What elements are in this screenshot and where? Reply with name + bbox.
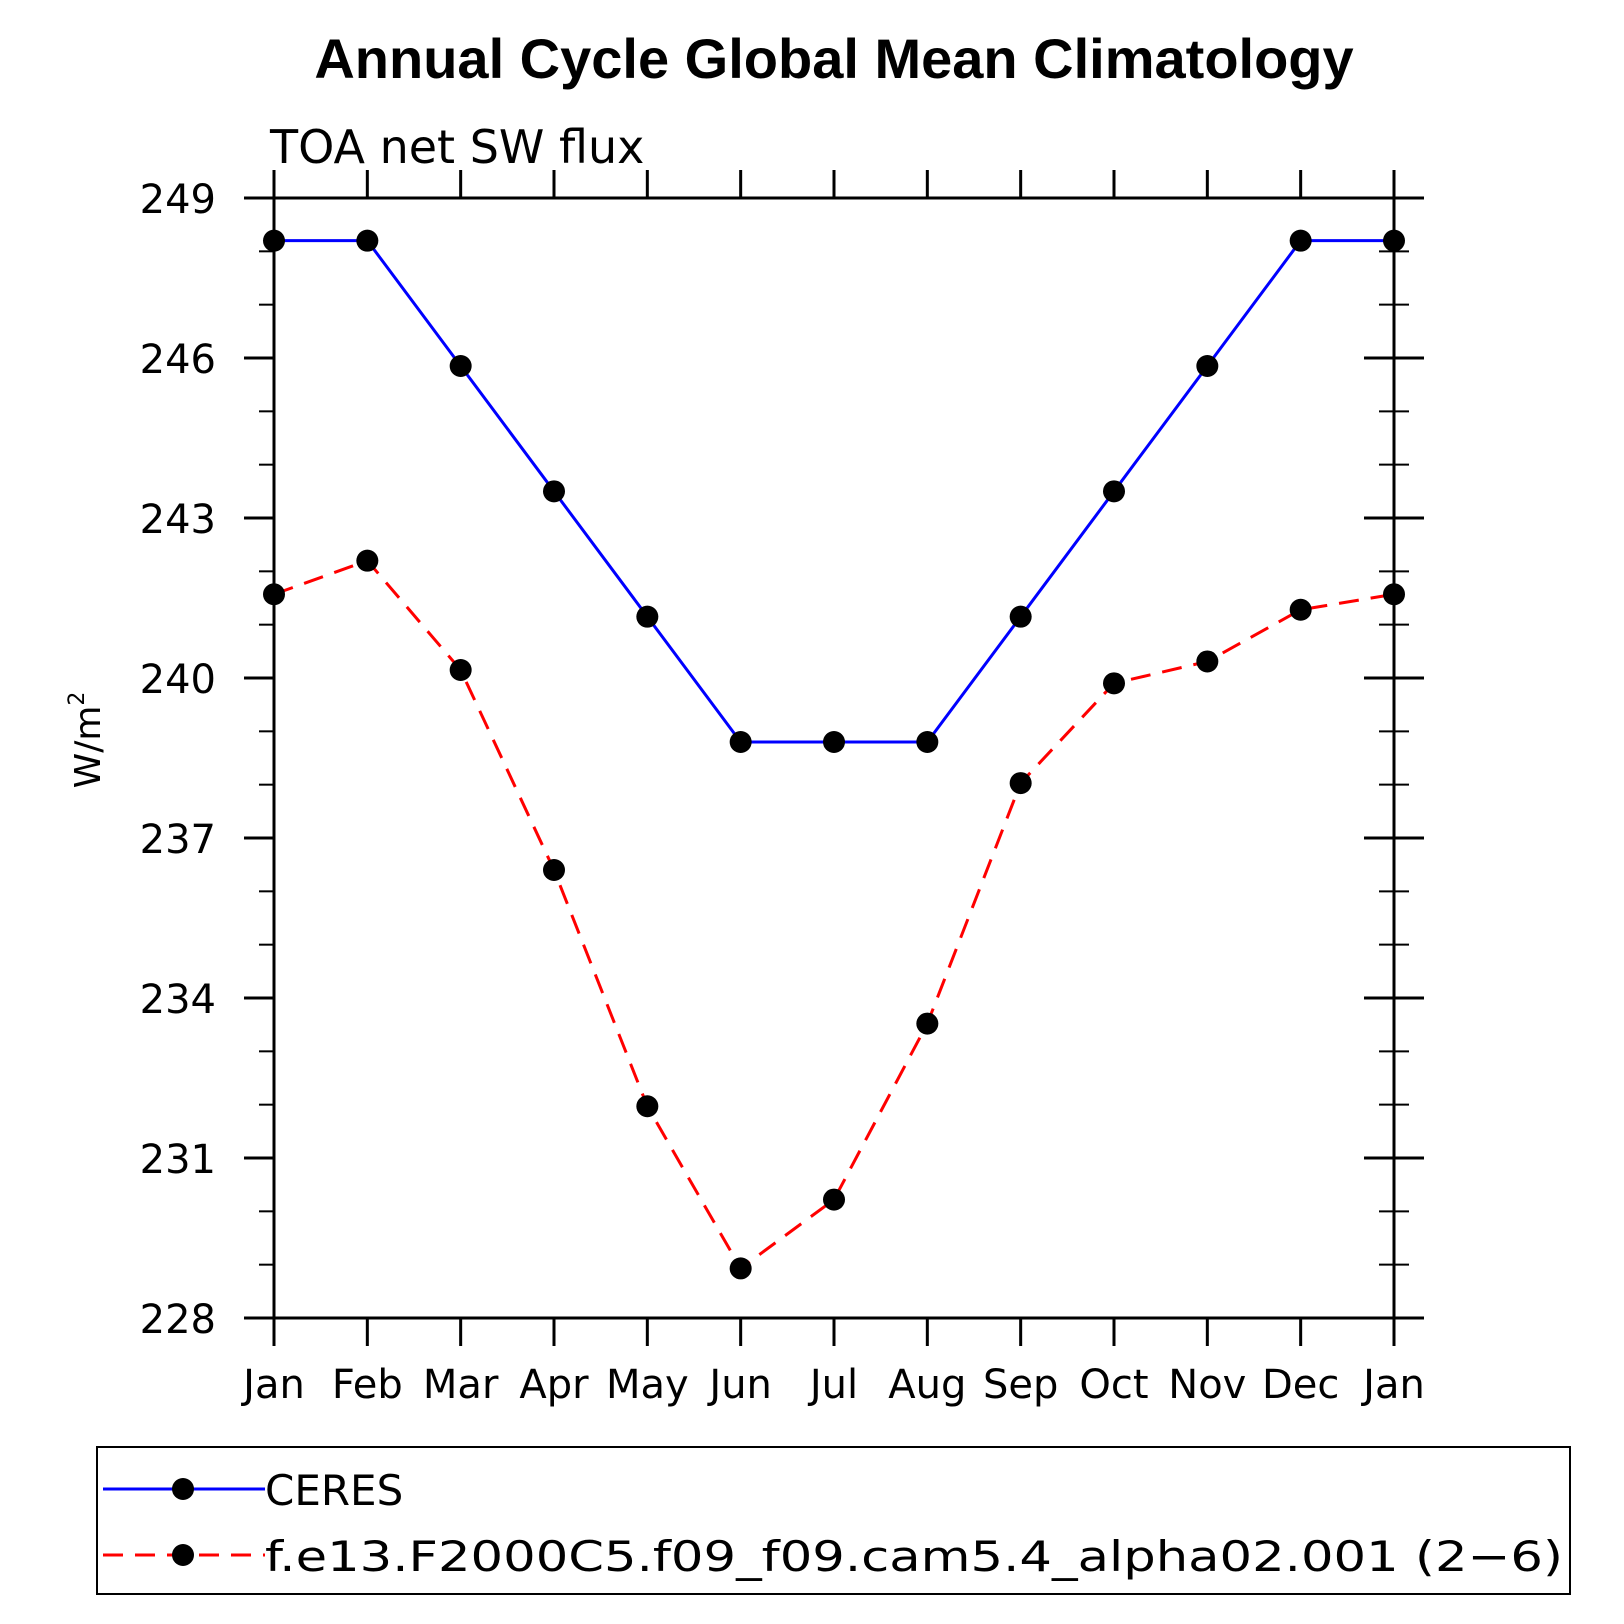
chart-title: Annual Cycle Global Mean Climatology (314, 27, 1353, 90)
y-tick-label: 234 (140, 977, 216, 1023)
series-0-point (1009, 605, 1032, 628)
x-tick-label: Jul (807, 1362, 858, 1408)
y-tick-label: 249 (140, 177, 216, 223)
axis-ticks (244, 170, 1424, 1346)
series-0-point (729, 731, 752, 753)
series-0-point (1196, 355, 1219, 377)
series-1-point (1103, 672, 1125, 695)
series-1-point (823, 1188, 845, 1211)
series-1-point (1196, 650, 1219, 673)
series-0-point (449, 355, 472, 377)
series-0-point (1103, 480, 1125, 503)
plot-series (263, 229, 1405, 1280)
series-0-point (1289, 229, 1312, 252)
y-tick-label: 237 (140, 817, 216, 863)
x-tick-label: Jun (706, 1362, 772, 1408)
y-axis-label-text: W/m (68, 706, 109, 789)
plot-frame (272, 196, 1396, 1320)
x-tick-label: Apr (519, 1362, 589, 1408)
x-tick-label: Sep (983, 1362, 1058, 1408)
series-1-point (543, 859, 565, 881)
y-tick-label: 231 (140, 1137, 216, 1183)
x-tick-label: Jan (240, 1362, 305, 1408)
y-tick-label: 228 (140, 1297, 216, 1343)
legend-marker-model (172, 1544, 194, 1566)
legend-label-ceres: CERES (265, 1466, 403, 1515)
series-line-1 (273, 558, 1395, 1271)
series-0-point (356, 229, 379, 252)
series-0-point (636, 605, 659, 628)
series-1-point (449, 659, 472, 681)
series-1-point (916, 1012, 939, 1035)
series-1-point (1009, 772, 1032, 795)
series-0-point (543, 480, 565, 503)
svg-text:W/m2: W/m2 (65, 692, 109, 789)
x-tick-label: Mar (423, 1362, 499, 1408)
y-tick-labels: 249 246 243 240 237 234 231 228 (140, 177, 216, 1343)
y-axis-label-superscript: 2 (65, 692, 90, 706)
legend-box (96, 1446, 1571, 1595)
y-tick-label: 243 (140, 497, 216, 543)
legend-marker-ceres (172, 1478, 194, 1500)
y-tick-label: 240 (140, 657, 216, 703)
x-tick-label: Nov (1168, 1362, 1246, 1408)
chart-subtitle: TOA net SW flux (269, 120, 644, 174)
legend: CERES f.e13.F2000C5.f09_f09.cam5.4_alpha… (96, 1446, 1571, 1595)
x-tick-label: Feb (332, 1362, 403, 1408)
x-tick-label: Dec (1262, 1362, 1339, 1408)
y-tick-label: 246 (140, 337, 216, 383)
y-axis-label: W/m2 (65, 692, 109, 789)
x-tick-label: May (606, 1362, 689, 1408)
series-0-point (823, 731, 845, 753)
series-1-point (729, 1257, 752, 1280)
series-1-point (636, 1095, 659, 1118)
x-tick-label: Aug (888, 1362, 966, 1408)
x-tick-label: Jan (1360, 1362, 1425, 1408)
x-tick-labels: Jan Feb Mar Apr May Jun Jul Aug Sep Oct Nov Dec Jan (240, 1362, 1425, 1408)
series-1-point (1289, 598, 1312, 621)
series-line-0 (274, 239, 1394, 744)
series-0-point (916, 731, 939, 753)
series-1-point (356, 549, 379, 572)
x-tick-label: Oct (1079, 1362, 1148, 1408)
legend-label-model: f.e13.F2000C5.f09_f09.cam5.4_alpha02.001… (265, 1532, 1563, 1581)
